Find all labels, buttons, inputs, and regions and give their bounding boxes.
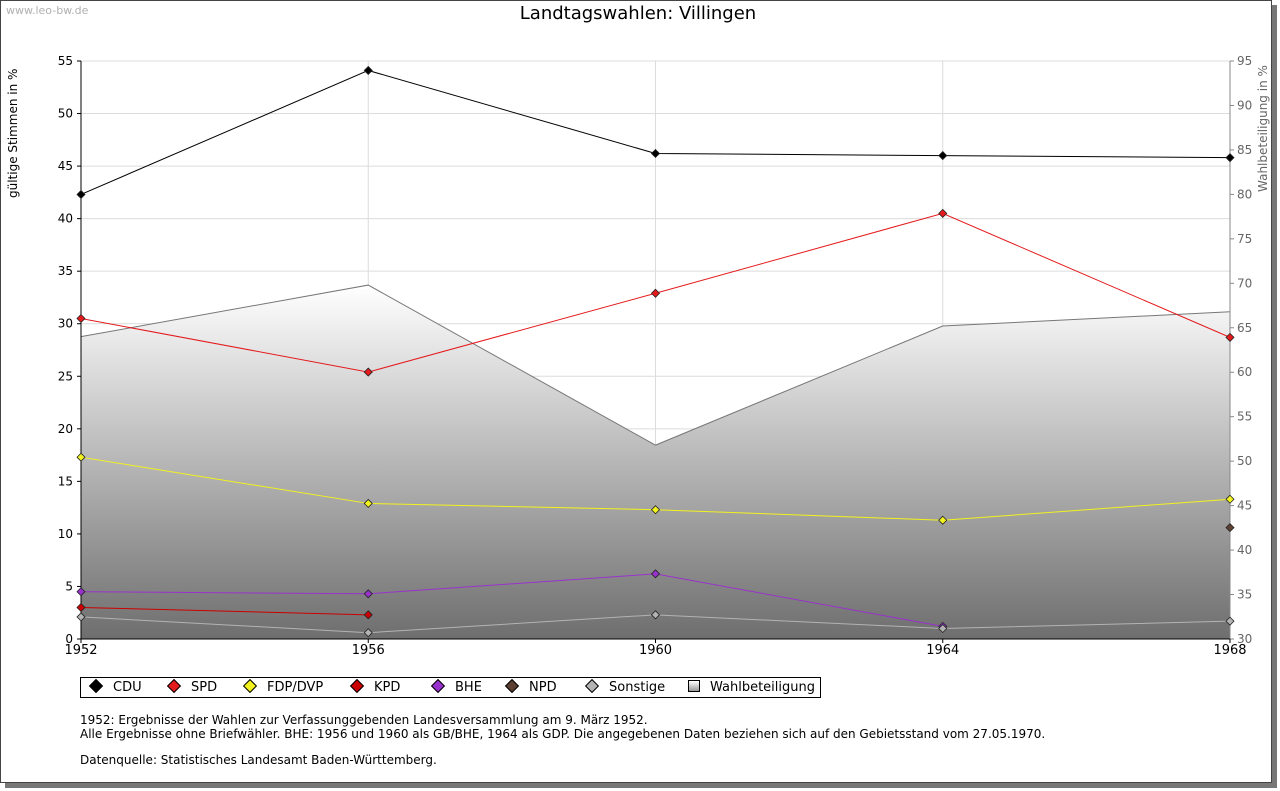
y-right-tick-label: 40 [1237, 543, 1252, 557]
legend-marker-icon [242, 678, 258, 694]
legend-label: SPD [191, 680, 218, 695]
y-right-tick-label: 35 [1237, 588, 1252, 602]
data-point-cdu [363, 65, 373, 76]
data-point-spd [650, 288, 661, 298]
x-tick-label: 1960 [639, 643, 672, 658]
legend-label: Sonstige [609, 680, 666, 695]
data-point-kpd [363, 610, 373, 620]
data-point-sonstige [938, 623, 948, 634]
legend: CDU SPD FDP/DVP KPD BHE NPD Sonstige Wahlbeteil… [80, 677, 821, 698]
legend-item: Wahlbeteiligung [688, 680, 815, 696]
turnout-line [80, 284, 1231, 446]
y-right-tick-label: 45 [1237, 499, 1252, 513]
y-left-tick-label: 5 [65, 579, 73, 593]
legend-item: Sonstige [584, 678, 666, 696]
footnote-source: Datenquelle: Statistisches Landesamt Bad… [80, 753, 437, 767]
y-right-tick-label: 75 [1237, 232, 1252, 246]
data-point-sonstige [1225, 616, 1235, 626]
data-point-fdpdvp [650, 505, 661, 515]
legend-item: FDP/DVP [242, 678, 324, 696]
x-tick-label: 1952 [64, 643, 97, 658]
data-point-cdu [650, 148, 661, 159]
legend-label: FDP/DVP [267, 680, 324, 695]
legend-marker-icon [349, 678, 365, 694]
data-point-fdpdvp [938, 515, 948, 525]
series-line-bhe [80, 573, 943, 627]
data-point-spd [938, 208, 948, 218]
y-left-tick-label: 25 [58, 369, 73, 383]
legend-area-icon [688, 680, 700, 692]
footnote-2: Alle Ergebnisse ohne Briefwähler. BHE: 1… [80, 727, 1046, 741]
x-tick-label: 1956 [352, 643, 385, 658]
data-point-cdu [938, 151, 948, 161]
y-right-tick-label: 65 [1237, 321, 1252, 335]
legend-label: CDU [113, 680, 142, 695]
legend-item: NPD [504, 678, 557, 696]
data-point-bhe [76, 587, 86, 597]
legend-label: Wahlbeteiligung [710, 680, 816, 695]
data-point-sonstige [363, 628, 373, 638]
y-left-tick-label: 40 [58, 212, 73, 226]
legend-item: SPD [166, 678, 218, 696]
y-right-tick-label: 80 [1237, 187, 1252, 201]
data-point-sonstige [650, 610, 661, 620]
y-left-tick-label: 55 [58, 54, 73, 68]
data-point-spd [76, 313, 86, 324]
y-left-tick-label: 30 [58, 317, 73, 331]
data-point-kpd [76, 602, 86, 613]
data-point-bhe [650, 569, 661, 579]
y-right-tick-label: 90 [1237, 98, 1252, 112]
data-point-fdpdvp [76, 452, 86, 462]
y-right-tick-label: 95 [1237, 54, 1252, 68]
y-right-tick-label: 50 [1237, 454, 1252, 468]
y-right-tick-label: 60 [1237, 365, 1252, 379]
y-left-tick-label: 50 [58, 107, 73, 121]
data-point-bhe [363, 589, 373, 599]
legend-marker-icon [504, 678, 520, 694]
legend-marker-icon [166, 678, 182, 694]
x-tick-label: 1968 [1213, 643, 1246, 658]
legend-item: KPD [349, 678, 401, 696]
y-right-tick-label: 30 [1237, 632, 1252, 646]
y-left-tick-label: 20 [58, 422, 73, 436]
data-point-spd [1225, 332, 1235, 342]
x-tick-label: 1964 [926, 643, 959, 658]
legend-item: CDU [88, 678, 142, 696]
legend-marker-icon [430, 678, 446, 694]
y-right-tick-label: 70 [1237, 276, 1252, 290]
y-left-tick-label: 10 [58, 527, 73, 541]
legend-marker-icon [584, 678, 600, 694]
y-axis-left-label: gültige Stimmen in % [6, 68, 20, 198]
y-left-tick-label: 0 [65, 632, 73, 646]
y-left-tick-label: 15 [58, 474, 73, 488]
series-line-kpd [80, 606, 369, 616]
data-point-spd [363, 367, 373, 377]
y-left-tick-label: 35 [58, 264, 73, 278]
y-right-tick-label: 55 [1237, 410, 1252, 424]
legend-marker-icon [88, 678, 104, 694]
y-left-tick-label: 45 [58, 159, 73, 173]
y-axis-right-label: Wahlbeteiligung in % [1256, 65, 1270, 192]
legend-label: KPD [374, 680, 401, 695]
data-point-sonstige [76, 612, 86, 622]
y-right-tick-label: 85 [1237, 143, 1252, 157]
line-chart: 0 5 10 15 20 25 30 35 40 45 50 55 30 35 40 45 50 55 60 65 70… [58, 54, 1253, 658]
data-point-cdu [1225, 153, 1235, 163]
chart-title: Landtagswahlen: Villingen [519, 3, 757, 24]
data-point-npd [1225, 523, 1235, 533]
data-point-cdu [76, 189, 86, 200]
legend-label: NPD [529, 680, 557, 695]
footnote-1: 1952: Ergebnisse der Wahlen zur Verfassu… [80, 713, 648, 727]
data-point-fdpdvp [1225, 494, 1235, 504]
legend-label: BHE [455, 680, 482, 695]
watermark: www.leo-bw.de [6, 4, 89, 17]
data-point-fdpdvp [363, 498, 373, 508]
legend-item: BHE [430, 678, 482, 696]
